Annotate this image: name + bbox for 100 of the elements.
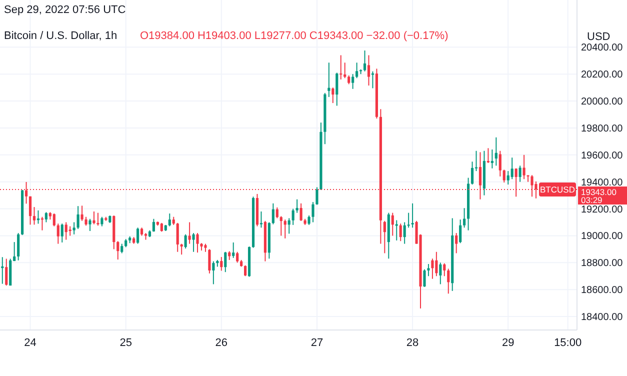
candlestick	[152, 218, 155, 232]
candlestick	[44, 212, 48, 223]
candlestick	[494, 136, 498, 166]
candlestick	[356, 62, 358, 79]
y-axis-title: USD	[587, 31, 610, 43]
y-tick-label: 19000.00	[581, 231, 624, 242]
candlestick	[180, 243, 183, 256]
candlestick	[486, 148, 490, 164]
x-tick-label: 24	[24, 337, 36, 349]
candlestick	[76, 206, 80, 230]
candlestick	[300, 202, 302, 222]
x-tick-label: 29	[502, 337, 514, 349]
candlestick	[316, 186, 318, 206]
candlestick	[284, 219, 286, 239]
candlestick	[260, 210, 263, 228]
candlestick	[232, 242, 235, 258]
candlestick	[407, 212, 410, 228]
y-tick-label: 20400.00	[581, 42, 624, 54]
candlestick	[56, 223, 60, 244]
text: O19384.00 H19403.00 L19277.00 C19343.00 −32.00 (−0.17%)	[140, 30, 448, 42]
candlestick	[391, 212, 394, 236]
text: Bitcoin / U.S. Dollar, 1h	[4, 30, 118, 42]
text: 03:29	[581, 195, 603, 206]
y-tick-label: 18600.00	[581, 285, 624, 296]
candlestick	[192, 232, 195, 252]
y-tick-label: 19600.00	[581, 150, 624, 162]
candlestick	[196, 232, 199, 254]
annotation: Sep 29, 2022 07:56 UTC	[4, 4, 126, 16]
candlestick	[363, 50, 366, 72]
candlestick	[5, 258, 8, 286]
candlestick	[427, 264, 430, 277]
x-tick-label: 15:00	[554, 337, 582, 349]
candlestick	[88, 218, 92, 232]
candlestick	[168, 212, 171, 227]
candlestick	[244, 264, 247, 277]
candlestick	[312, 202, 314, 223]
candlestick	[136, 227, 140, 244]
candlestick	[506, 170, 510, 186]
candlestick	[443, 262, 446, 277]
y-tick-label: 19400.00	[581, 177, 624, 188]
y-tick-label: 19200.00	[581, 204, 624, 216]
candlestick	[340, 54, 342, 80]
x-tick-label: 27	[310, 337, 324, 349]
candlestick	[510, 157, 514, 180]
candlestick	[296, 198, 298, 214]
candlestick	[60, 223, 64, 243]
candlestick	[68, 226, 72, 236]
candlestick	[40, 216, 44, 231]
candlestick	[120, 243, 124, 254]
candlestick	[371, 70, 374, 89]
candlestick	[184, 234, 187, 250]
y-tick-label: 18400.00	[581, 312, 624, 324]
x-tick-label: 26	[215, 337, 228, 349]
candlestick	[336, 72, 338, 106]
candlestick	[208, 248, 211, 274]
candlestick	[490, 149, 494, 169]
candlestick	[100, 216, 104, 227]
candlestick	[292, 208, 294, 226]
candlestick	[431, 258, 434, 280]
candlestick	[470, 161, 474, 186]
candlestick	[272, 202, 274, 225]
candlestick	[447, 268, 450, 294]
x-tick-label: 28	[406, 337, 419, 349]
candlestick	[463, 208, 466, 228]
candlestick	[224, 251, 227, 273]
candlestick	[280, 216, 282, 236]
y-tick-label: 18800.00	[581, 258, 624, 270]
candlestick	[439, 262, 442, 285]
y-tick-label: 19800.00	[581, 123, 624, 134]
candlestick	[498, 150, 502, 177]
ref-line-label: BTCUSD	[540, 184, 575, 195]
y-tick-label: 20200.00	[581, 70, 624, 81]
candlestick	[212, 260, 215, 285]
candlestick	[17, 232, 20, 261]
candlestick	[188, 222, 191, 244]
y-tick-label: 20000.00	[581, 96, 624, 108]
candlestick	[28, 196, 32, 226]
candlestick	[276, 206, 278, 219]
candlestick	[459, 219, 462, 244]
candlestick	[96, 212, 100, 226]
candlestick	[92, 210, 96, 225]
candlestick	[455, 232, 458, 254]
candlestick	[352, 74, 354, 90]
candlestick	[236, 251, 239, 264]
candlestick	[518, 165, 522, 182]
candlestick	[80, 205, 84, 222]
candlestick	[308, 215, 310, 226]
candlestick	[383, 220, 386, 254]
candlestick	[399, 223, 402, 242]
candlestick	[332, 87, 334, 104]
candlestick	[52, 212, 56, 227]
x-tick-label: 25	[120, 337, 132, 349]
text: 19343.00	[581, 187, 617, 198]
candlestick	[72, 222, 76, 235]
candlestick	[220, 256, 223, 272]
candlestick	[116, 240, 120, 260]
candlestick	[411, 202, 414, 228]
candlestick	[367, 54, 370, 86]
candlestick	[176, 222, 179, 252]
candlestick	[423, 268, 426, 288]
